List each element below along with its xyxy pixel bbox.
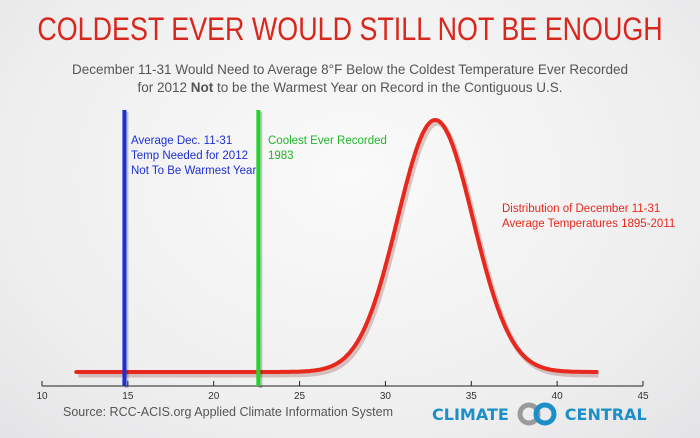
x-tick-label: 40	[552, 391, 564, 402]
source-text: Source: RCC-ACIS.org Applied Climate Inf…	[63, 405, 393, 419]
x-tick-label: 45	[637, 391, 649, 402]
blue-line-label: Average Dec. 11-31 Temp Needed for 2012 …	[131, 135, 257, 177]
x-tick-label: 15	[122, 391, 134, 402]
x-tick-label: 25	[294, 391, 306, 402]
x-tick-label: 20	[208, 391, 220, 402]
curve-label: Distribution of December 11-31 Average T…	[502, 203, 676, 230]
logo-rings-icon	[517, 402, 557, 426]
x-tick-label: 35	[466, 391, 478, 402]
distribution-curve	[74, 117, 599, 374]
chart-title: COLDEST EVER WOULD STILL NOT BE ENOUGH	[37, 11, 663, 47]
subtitle-line-1: December 11-31 Would Need to Average 8°F…	[72, 62, 628, 77]
green-line-label: Coolest Ever Recorded 1983	[268, 135, 387, 162]
subtitle-line-2: for 2012 Not to be the Warmest Year on R…	[137, 80, 563, 95]
x-tick-label: 30	[380, 391, 392, 402]
climate-central-logo: CLIMATE CENTRAL	[432, 402, 647, 426]
x-tick-label: 10	[36, 391, 48, 402]
